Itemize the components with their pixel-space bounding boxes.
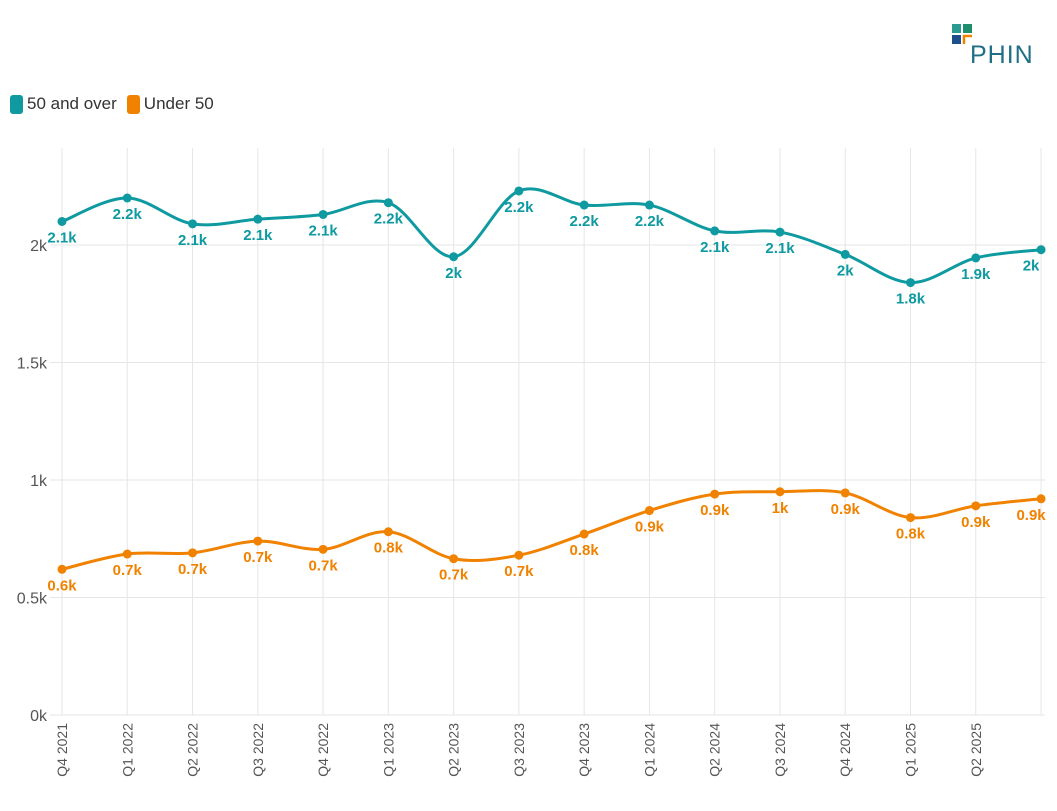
data-point xyxy=(906,278,916,288)
data-label: 0.8k xyxy=(570,542,600,559)
data-label: 0.7k xyxy=(178,561,208,578)
legend-label: Under 50 xyxy=(143,94,214,113)
x-tick-label: Q1 2023 xyxy=(380,723,396,777)
y-tick-label: 0k xyxy=(30,708,48,725)
x-tick-label: Q1 2022 xyxy=(119,723,135,777)
x-tick-label: Q2 2023 xyxy=(446,723,462,777)
x-tick-label: Q4 2024 xyxy=(837,723,853,777)
data-label: 0.7k xyxy=(308,557,338,574)
data-label: 2.2k xyxy=(570,213,600,230)
data-point xyxy=(971,253,981,263)
data-label: 0.6k xyxy=(47,577,77,594)
series-line-50-and-over xyxy=(61,187,1042,285)
data-point xyxy=(449,252,459,262)
data-point xyxy=(906,513,916,523)
data-label: 2.1k xyxy=(47,230,77,247)
data-point xyxy=(449,554,459,564)
data-label: 0.9k xyxy=(635,519,665,536)
data-point xyxy=(57,217,67,226)
data-point xyxy=(579,200,589,210)
data-label: 1k xyxy=(772,500,789,517)
data-point xyxy=(318,209,328,219)
x-tick-label: Q3 2023 xyxy=(511,723,527,777)
data-point xyxy=(514,550,524,560)
data-point xyxy=(579,529,589,539)
x-tick-label: Q1 2025 xyxy=(903,723,919,777)
data-label: 0.8k xyxy=(896,526,926,543)
legend-item-50-and-over[interactable]: 50 and over xyxy=(10,94,117,114)
data-point xyxy=(644,506,654,516)
data-label: 2.1k xyxy=(243,227,273,244)
data-label: 0.7k xyxy=(243,549,273,566)
data-label: 1.8k xyxy=(896,291,926,308)
data-point xyxy=(644,200,654,210)
data-point xyxy=(383,198,393,208)
y-tick-label: 1k xyxy=(30,473,48,490)
data-label: 0.7k xyxy=(439,567,469,584)
x-tick-label: Q2 2022 xyxy=(185,723,201,777)
data-point xyxy=(122,549,132,559)
data-point xyxy=(383,527,393,537)
legend-swatch xyxy=(126,94,140,114)
data-point xyxy=(840,249,850,259)
x-tick-label: Q3 2022 xyxy=(250,723,266,777)
x-tick-label: Q2 2024 xyxy=(707,723,723,777)
x-tick-label: Q3 2024 xyxy=(772,723,788,777)
data-point xyxy=(188,219,198,229)
series-line-under-50 xyxy=(61,489,1042,571)
data-label: 0.8k xyxy=(374,540,404,557)
x-tick-label: Q4 2021 xyxy=(54,723,70,777)
data-label: 2.2k xyxy=(635,213,665,230)
data-label: 2.1k xyxy=(308,222,338,239)
data-label: 0.7k xyxy=(504,563,534,580)
data-label: 2k xyxy=(837,262,854,279)
data-label: 2.2k xyxy=(113,206,143,223)
data-label: 2.1k xyxy=(765,240,795,257)
legend-item-under-50[interactable]: Under 50 xyxy=(126,94,214,114)
data-label: 2.2k xyxy=(374,211,404,228)
data-point xyxy=(1036,245,1046,255)
data-point xyxy=(775,487,785,497)
x-tick-label: Q4 2023 xyxy=(576,723,592,777)
data-point xyxy=(253,536,263,546)
svg-text:PHIN: PHIN xyxy=(970,41,1034,68)
data-point xyxy=(318,544,328,554)
data-label: 2k xyxy=(1023,258,1040,275)
data-label: 2.1k xyxy=(178,232,208,249)
data-label: 0.9k xyxy=(1016,507,1046,524)
data-point xyxy=(710,489,720,499)
y-tick-label: 0.5k xyxy=(17,591,48,608)
x-tick-label: Q1 2024 xyxy=(641,723,657,777)
data-label: 0.9k xyxy=(700,502,730,519)
data-label: 1.9k xyxy=(961,266,991,283)
data-point xyxy=(122,193,132,203)
data-label: 0.9k xyxy=(831,501,861,518)
data-point xyxy=(57,564,67,574)
x-tick-label: Q2 2025 xyxy=(968,723,984,777)
data-label: 2.2k xyxy=(504,199,534,216)
data-point xyxy=(710,226,720,236)
data-point xyxy=(253,214,263,224)
data-point xyxy=(840,488,850,498)
y-tick-label: 1.5k xyxy=(17,356,48,373)
data-label: 2.1k xyxy=(700,239,730,256)
y-tick-label: 2k xyxy=(30,238,48,255)
phin-logo: PHIN xyxy=(952,24,1042,73)
data-label: 0.9k xyxy=(961,514,991,531)
data-point xyxy=(775,227,785,237)
data-point xyxy=(971,501,981,511)
data-point xyxy=(188,548,198,558)
data-label: 2k xyxy=(445,265,462,282)
data-label: 0.7k xyxy=(113,562,143,579)
legend: 50 and over Under 50 xyxy=(10,94,214,114)
data-point xyxy=(514,186,524,196)
x-tick-label: Q4 2022 xyxy=(315,723,331,777)
data-point xyxy=(1036,494,1046,504)
legend-swatch xyxy=(10,94,23,114)
legend-label: 50 and over xyxy=(27,94,117,113)
